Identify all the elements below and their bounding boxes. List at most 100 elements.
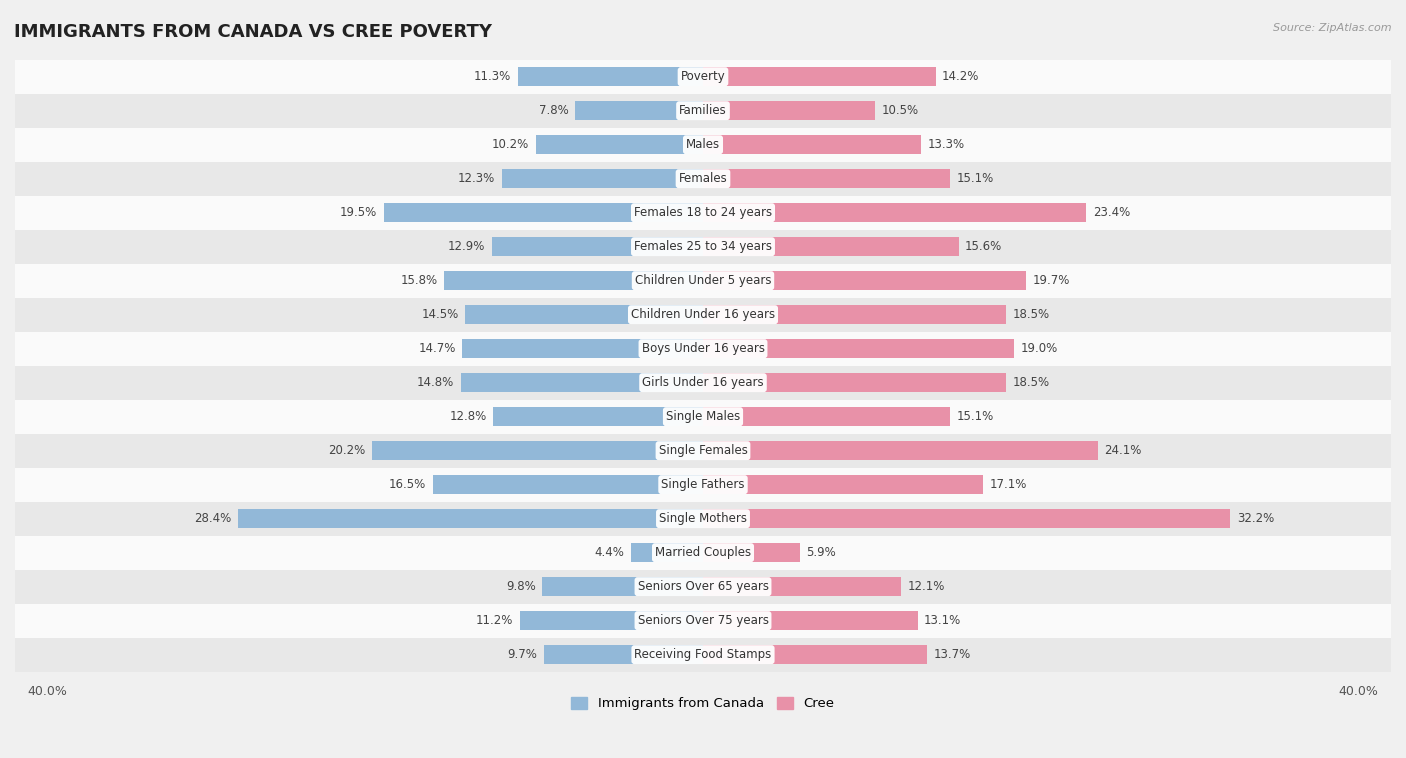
Bar — [15, 127, 1391, 161]
Text: Females 25 to 34 years: Females 25 to 34 years — [634, 240, 772, 253]
Bar — [15, 94, 1391, 127]
Text: Seniors Over 65 years: Seniors Over 65 years — [637, 580, 769, 593]
Text: 12.8%: 12.8% — [450, 410, 486, 423]
Bar — [15, 434, 1391, 468]
Bar — [384, 203, 703, 222]
Bar — [373, 441, 703, 460]
Bar — [517, 67, 703, 86]
Bar — [463, 340, 703, 358]
Bar — [703, 475, 983, 494]
Bar — [15, 637, 1391, 672]
Bar — [15, 298, 1391, 332]
Text: 32.2%: 32.2% — [1237, 512, 1274, 525]
Text: 7.8%: 7.8% — [538, 104, 568, 117]
Bar — [703, 509, 1230, 528]
Text: 12.9%: 12.9% — [447, 240, 485, 253]
Text: Boys Under 16 years: Boys Under 16 years — [641, 342, 765, 356]
Text: Receiving Food Stamps: Receiving Food Stamps — [634, 648, 772, 661]
Bar — [575, 102, 703, 120]
Bar — [238, 509, 703, 528]
Text: 18.5%: 18.5% — [1012, 376, 1050, 389]
Bar — [703, 407, 950, 426]
Text: 19.7%: 19.7% — [1032, 274, 1070, 287]
Text: 4.4%: 4.4% — [595, 546, 624, 559]
Text: Males: Males — [686, 138, 720, 151]
Text: Females: Females — [679, 172, 727, 185]
Bar — [703, 67, 935, 86]
Bar — [520, 611, 703, 630]
Bar — [703, 578, 901, 596]
Bar — [465, 305, 703, 324]
Text: Children Under 16 years: Children Under 16 years — [631, 309, 775, 321]
Text: 15.1%: 15.1% — [957, 172, 994, 185]
Text: 19.0%: 19.0% — [1021, 342, 1059, 356]
Bar — [15, 264, 1391, 298]
Bar — [703, 373, 1007, 392]
Text: IMMIGRANTS FROM CANADA VS CREE POVERTY: IMMIGRANTS FROM CANADA VS CREE POVERTY — [14, 23, 492, 41]
Text: 18.5%: 18.5% — [1012, 309, 1050, 321]
Text: 13.7%: 13.7% — [934, 648, 972, 661]
Bar — [703, 611, 918, 630]
Bar — [631, 543, 703, 562]
Text: 11.3%: 11.3% — [474, 70, 512, 83]
Bar — [15, 60, 1391, 94]
Text: 14.5%: 14.5% — [422, 309, 458, 321]
Text: 14.8%: 14.8% — [416, 376, 454, 389]
Text: Single Fathers: Single Fathers — [661, 478, 745, 491]
Text: 13.1%: 13.1% — [924, 614, 962, 627]
Bar — [703, 237, 959, 256]
Text: 16.5%: 16.5% — [389, 478, 426, 491]
Legend: Immigrants from Canada, Cree: Immigrants from Canada, Cree — [567, 691, 839, 716]
Bar — [703, 305, 1007, 324]
Text: 10.2%: 10.2% — [492, 138, 530, 151]
Text: 14.2%: 14.2% — [942, 70, 980, 83]
Bar — [444, 271, 703, 290]
Text: 9.8%: 9.8% — [506, 580, 536, 593]
Bar — [15, 365, 1391, 399]
Bar — [703, 102, 875, 120]
Bar — [15, 468, 1391, 502]
Bar — [703, 543, 800, 562]
Text: 11.2%: 11.2% — [475, 614, 513, 627]
Bar — [502, 169, 703, 188]
Bar — [703, 203, 1087, 222]
Bar — [15, 536, 1391, 569]
Text: 20.2%: 20.2% — [329, 444, 366, 457]
Bar — [494, 407, 703, 426]
Text: Single Males: Single Males — [666, 410, 740, 423]
Text: 5.9%: 5.9% — [806, 546, 837, 559]
Text: Single Mothers: Single Mothers — [659, 512, 747, 525]
Text: Poverty: Poverty — [681, 70, 725, 83]
Bar — [15, 196, 1391, 230]
Bar — [703, 645, 928, 664]
Text: 10.5%: 10.5% — [882, 104, 918, 117]
Bar — [15, 332, 1391, 365]
Text: 19.5%: 19.5% — [340, 206, 377, 219]
Text: 12.3%: 12.3% — [458, 172, 495, 185]
Text: 23.4%: 23.4% — [1092, 206, 1130, 219]
Bar — [461, 373, 703, 392]
Text: Children Under 5 years: Children Under 5 years — [634, 274, 772, 287]
Bar — [536, 136, 703, 154]
Bar — [15, 399, 1391, 434]
Text: 13.3%: 13.3% — [928, 138, 965, 151]
Text: 12.1%: 12.1% — [908, 580, 945, 593]
Bar — [433, 475, 703, 494]
Bar — [15, 569, 1391, 603]
Text: Seniors Over 75 years: Seniors Over 75 years — [637, 614, 769, 627]
Text: Source: ZipAtlas.com: Source: ZipAtlas.com — [1274, 23, 1392, 33]
Text: 24.1%: 24.1% — [1104, 444, 1142, 457]
Bar — [544, 645, 703, 664]
Text: 15.6%: 15.6% — [965, 240, 1002, 253]
Text: 15.8%: 15.8% — [401, 274, 437, 287]
Text: 17.1%: 17.1% — [990, 478, 1026, 491]
Text: Married Couples: Married Couples — [655, 546, 751, 559]
Bar — [703, 340, 1014, 358]
Bar — [15, 161, 1391, 196]
Bar — [703, 136, 921, 154]
Bar — [703, 169, 950, 188]
Text: 15.1%: 15.1% — [957, 410, 994, 423]
Bar — [15, 230, 1391, 264]
Bar — [703, 271, 1026, 290]
Bar — [543, 578, 703, 596]
